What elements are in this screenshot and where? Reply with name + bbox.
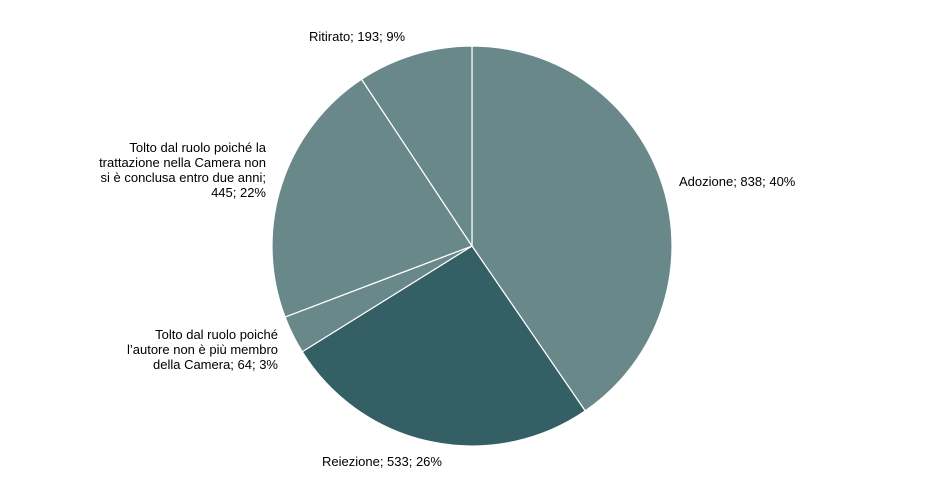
pie-slice-1 xyxy=(301,245,587,447)
pie-slice-0 xyxy=(471,45,673,412)
slice-label-adozione: Adozione; 838; 40% xyxy=(679,174,796,189)
slice-label-tolto-trattazione: Tolto dal ruolo poiché la trattazione ne… xyxy=(99,140,266,200)
pie-slice-4 xyxy=(360,45,473,248)
pie-slice-3 xyxy=(271,78,473,318)
slice-label-tolto-autore: Tolto dal ruolo poiché l’autore non è pi… xyxy=(126,327,278,372)
slice-label-reiezione: Reiezione; 533; 26% xyxy=(322,454,442,469)
slice-label-ritirato: Ritirato; 193; 9% xyxy=(309,29,406,44)
